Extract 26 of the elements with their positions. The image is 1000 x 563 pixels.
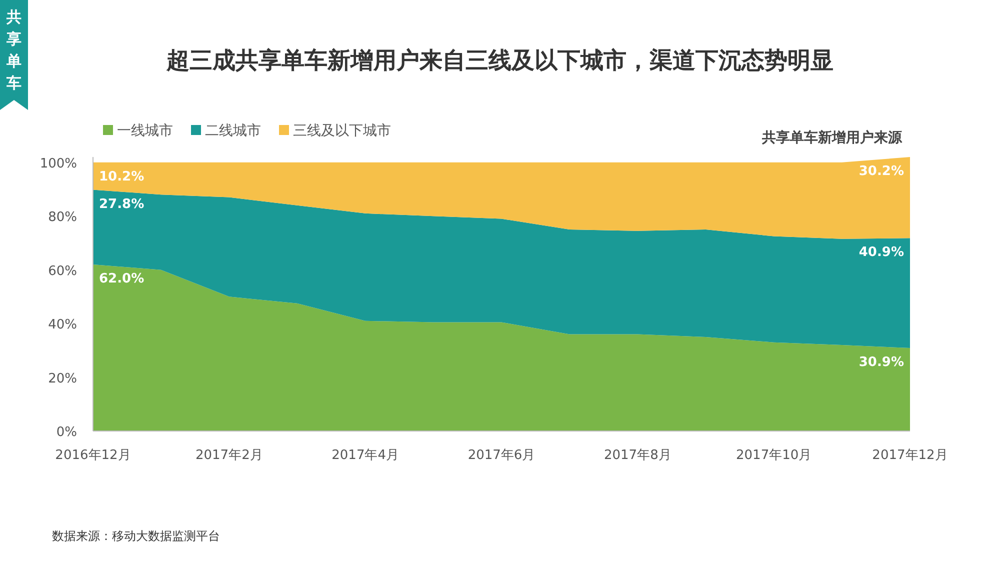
legend-label: 三线及以下城市 (293, 123, 391, 139)
x-tick-label: 2017年8月 (604, 448, 672, 463)
data-label: 27.8% (99, 196, 144, 212)
y-tick-label: 60% (48, 264, 77, 279)
y-tick-label: 100% (40, 156, 77, 172)
chart-title: 超三成共享单车新增用户来自三线及以下城市，渠道下沉态势明显 (166, 47, 834, 74)
x-tick-label: 2017年6月 (468, 448, 536, 463)
data-label: 62.0% (99, 271, 144, 286)
x-tick-label: 2017年2月 (195, 448, 263, 463)
chart-subtitle: 共享单车新增用户来源 (761, 129, 903, 146)
legend-label: 一线城市 (117, 123, 173, 139)
y-tick-label: 40% (48, 318, 77, 333)
data-label: 40.9% (858, 245, 904, 260)
y-tick-label: 0% (56, 425, 77, 440)
source-note: 数据来源：移动大数据监测平台 (52, 529, 220, 543)
data-label: 10.2% (99, 169, 144, 184)
y-tick-label: 20% (48, 371, 77, 386)
x-tick-label: 2017年4月 (332, 448, 400, 463)
y-tick-label: 80% (48, 210, 77, 226)
x-tick-label: 2017年10月 (736, 448, 812, 463)
x-tick-label: 2017年12月 (872, 448, 948, 463)
data-label: 30.9% (858, 354, 904, 370)
x-tick-label: 2016年12月 (55, 448, 131, 463)
legend-label: 二线城市 (205, 123, 261, 139)
data-label: 30.2% (858, 164, 904, 179)
side-tab: 共享单车 (0, 0, 28, 110)
